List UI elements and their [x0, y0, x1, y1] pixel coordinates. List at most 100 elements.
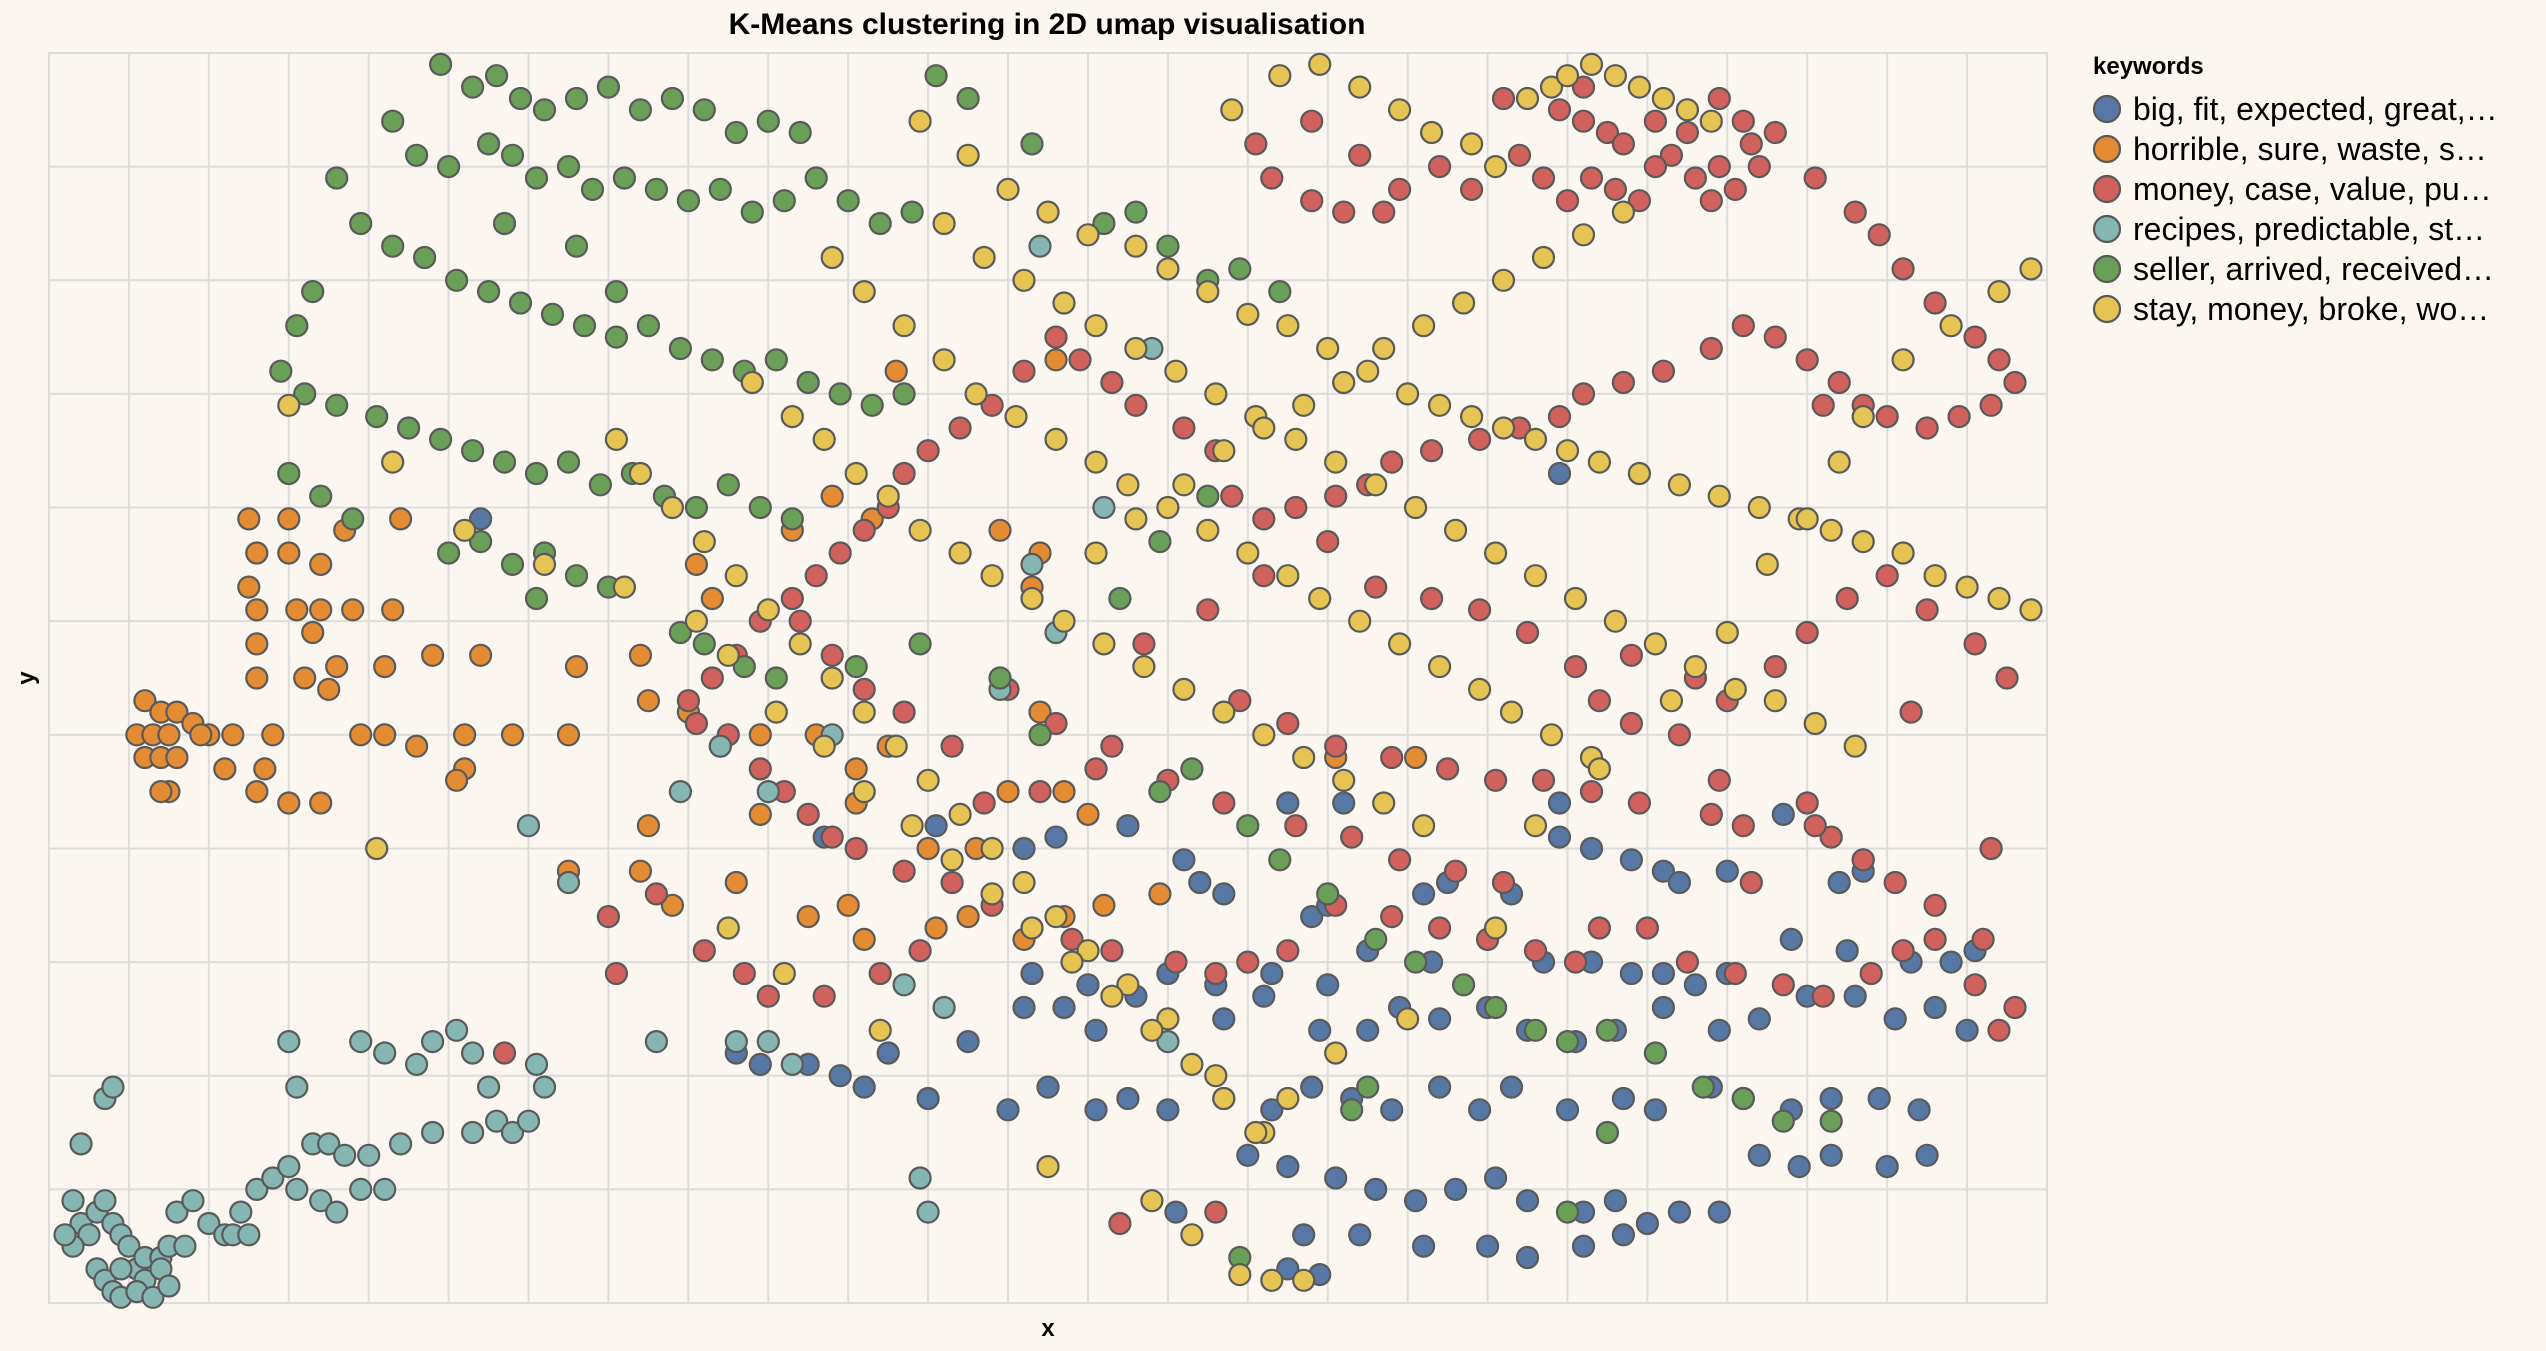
data-point-series-2	[556, 723, 581, 747]
data-point-series-6	[1292, 393, 1316, 417]
data-point-series-4	[165, 1200, 189, 1224]
data-point-series-3	[1915, 598, 1939, 622]
data-point-series-4	[461, 1120, 485, 1145]
data-point-series-3	[980, 393, 1004, 417]
data-point-series-1	[1012, 836, 1036, 861]
data-point-series-6	[1332, 370, 1356, 395]
data-point-series-1	[1819, 1086, 1843, 1111]
data-point-series-5	[1691, 1075, 1715, 1099]
data-point-series-3	[1196, 598, 1220, 622]
data-point-series-6	[1292, 745, 1316, 770]
data-point-series-3	[1563, 654, 1588, 679]
data-point-series-4	[181, 1189, 205, 1213]
data-point-series-2	[700, 586, 724, 611]
data-point-series-2	[564, 654, 589, 679]
data-point-series-1	[1651, 995, 1676, 1020]
data-point-series-3	[1851, 848, 1875, 872]
data-point-series-5	[740, 200, 764, 224]
data-point-series-5	[860, 393, 884, 417]
data-point-series-1	[1076, 973, 1100, 997]
data-point-series-4	[349, 1029, 373, 1054]
data-point-series-6	[1140, 1018, 1164, 1042]
data-point-series-6	[2019, 257, 2043, 281]
data-point-series-3	[1100, 734, 1124, 758]
data-point-series-1	[1923, 995, 1947, 1020]
data-point-series-6	[277, 393, 301, 417]
data-point-series-5	[868, 211, 892, 236]
data-point-series-2	[309, 791, 333, 815]
data-point-series-3	[1483, 768, 1508, 792]
data-point-series-3	[1667, 723, 1692, 747]
data-point-series-2	[381, 598, 405, 622]
data-point-series-3	[1923, 291, 1947, 315]
data-point-series-2	[293, 666, 317, 690]
data-point-series-6	[812, 427, 836, 451]
data-point-series-2	[245, 598, 269, 622]
data-point-series-5	[461, 439, 485, 463]
data-point-series-5	[828, 382, 852, 406]
data-point-series-6	[1643, 632, 1668, 656]
data-point-series-1	[1955, 1018, 1979, 1042]
data-point-series-2	[245, 779, 269, 804]
data-point-series-6	[1124, 507, 1148, 531]
data-point-series-6	[1603, 609, 1628, 633]
data-point-series-3	[1523, 939, 1548, 963]
data-point-series-3	[1643, 109, 1668, 133]
data-point-series-1	[1164, 1200, 1188, 1224]
data-point-series-3	[1435, 757, 1460, 781]
data-point-series-5	[1451, 973, 1476, 997]
data-point-series-3	[1228, 689, 1252, 713]
data-point-series-3	[820, 643, 844, 667]
data-point-series-4	[524, 1052, 549, 1077]
data-point-series-1	[1483, 1166, 1508, 1190]
data-point-series-6	[381, 450, 405, 474]
data-point-series-1	[1252, 984, 1276, 1008]
data-point-series-6	[772, 961, 796, 986]
data-point-series-4	[141, 1285, 165, 1309]
data-point-series-3	[1859, 961, 1883, 986]
data-point-series-6	[980, 564, 1004, 588]
data-point-series-1	[1276, 1154, 1300, 1179]
y-axis-label: y	[13, 671, 40, 685]
data-point-series-4	[349, 1177, 373, 1202]
data-point-series-6	[1459, 132, 1484, 156]
data-point-series-6	[1156, 257, 1180, 281]
data-point-series-6	[1851, 405, 1875, 429]
data-point-series-6	[1172, 677, 1196, 702]
data-point-series-3	[1587, 689, 1612, 713]
data-point-series-5	[780, 507, 804, 531]
data-point-series-3	[1875, 405, 1899, 429]
data-point-series-6	[716, 643, 740, 667]
legend-label: big, fit, expected, great,…	[2133, 91, 2498, 127]
data-point-series-2	[149, 779, 173, 804]
data-point-series-5	[900, 200, 924, 224]
data-point-series-3	[1068, 348, 1092, 372]
data-point-series-6	[1356, 359, 1380, 383]
data-point-series-5	[508, 86, 533, 111]
data-point-series-6	[1204, 1064, 1228, 1088]
data-point-series-3	[1547, 98, 1572, 122]
data-point-series-4	[461, 1041, 485, 1065]
data-point-series-3	[1795, 348, 1819, 372]
data-point-series-2	[469, 643, 493, 667]
data-point-series-4	[445, 1018, 469, 1042]
data-point-series-3	[1260, 166, 1284, 190]
plot-frame	[48, 52, 2048, 1304]
data-point-series-3	[1084, 757, 1108, 781]
data-point-series-4	[173, 1234, 197, 1258]
data-point-series-6	[1348, 609, 1372, 633]
data-point-series-1	[1324, 1166, 1348, 1190]
data-point-series-3	[1419, 439, 1444, 463]
data-point-series-1	[1867, 1086, 1891, 1111]
data-point-series-6	[956, 143, 980, 167]
data-point-series-2	[924, 916, 948, 940]
data-point-series-2	[133, 689, 157, 713]
data-point-series-5	[524, 461, 549, 486]
data-point-series-5	[477, 280, 501, 304]
data-point-series-4	[908, 1166, 932, 1190]
data-point-series-1	[876, 1041, 900, 1065]
data-point-series-5	[1403, 950, 1428, 974]
data-point-series-3	[1324, 484, 1348, 508]
data-point-series-5	[892, 382, 916, 406]
data-point-series-6	[1228, 1262, 1252, 1287]
